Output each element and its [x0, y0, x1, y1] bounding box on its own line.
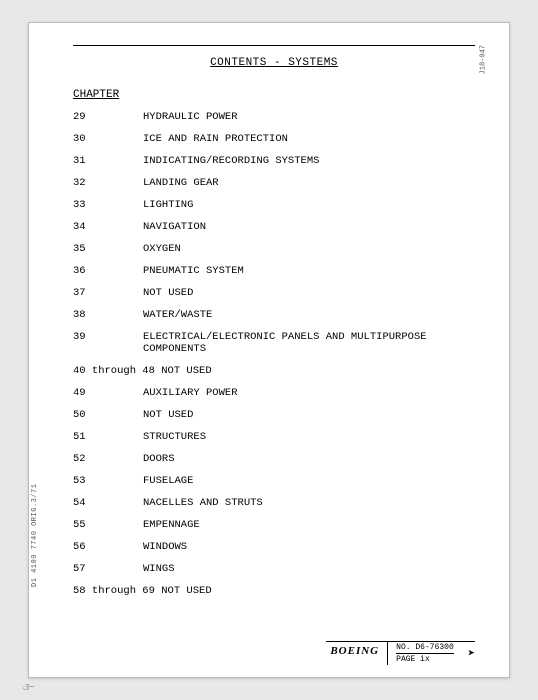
chapter-number: 39: [73, 331, 143, 343]
toc-row: 51STRUCTURES: [73, 431, 475, 443]
chapter-title: INDICATING/RECORDING SYSTEMS: [143, 155, 475, 167]
chapter-number: 29: [73, 111, 143, 123]
side-label-left: D1 4100 7740 ORIG.3/71: [31, 484, 39, 587]
chapter-title: PNEUMATIC SYSTEM: [143, 265, 475, 277]
toc-row: 52DOORS: [73, 453, 475, 465]
toc-row: 29HYDRAULIC POWER: [73, 111, 475, 123]
arrow-icon: ➤: [462, 642, 475, 665]
doc-number-label: NO.: [396, 643, 410, 652]
chapter-title: NAVIGATION: [143, 221, 475, 233]
chapter-title: NOT USED: [143, 409, 475, 421]
chapter-number: 52: [73, 453, 143, 465]
chapter-number: 49: [73, 387, 143, 399]
toc-range: 58 through 69 NOT USED: [73, 585, 475, 597]
chapter-title: AUXILIARY POWER: [143, 387, 475, 399]
chapter-heading: CHAPTER: [73, 89, 475, 101]
chapter-title: WINGS: [143, 563, 475, 575]
chapter-number: 33: [73, 199, 143, 211]
toc-row: 32LANDING GEAR: [73, 177, 475, 189]
chapter-title: EMPENNAGE: [143, 519, 475, 531]
toc-row: 55EMPENNAGE: [73, 519, 475, 531]
chapter-title: FUSELAGE: [143, 475, 475, 487]
chapter-title: LIGHTING: [143, 199, 475, 211]
chapter-title: OXYGEN: [143, 243, 475, 255]
toc-range: 40 through 48 NOT USED: [73, 365, 475, 377]
brand-logo: BOEING: [326, 642, 388, 665]
chapter-title: ICE AND RAIN PROTECTION: [143, 133, 475, 145]
chapter-title: DOORS: [143, 453, 475, 465]
page-label: PAGE: [396, 655, 415, 664]
chapter-number: 55: [73, 519, 143, 531]
chapter-title: NOT USED: [143, 287, 475, 299]
chapter-number: 54: [73, 497, 143, 509]
chapter-title: LANDING GEAR: [143, 177, 475, 189]
chapter-number: 31: [73, 155, 143, 167]
doc-number: NO. D6-76300: [396, 642, 454, 654]
toc-row: 39ELECTRICAL/ELECTRONIC PANELS AND MULTI…: [73, 331, 475, 355]
chapter-number: 53: [73, 475, 143, 487]
page-number: PAGE ix: [396, 654, 454, 665]
document-page: J18-047 D1 4100 7740 ORIG.3/71 CONTENTS …: [28, 22, 510, 678]
chapter-number: 57: [73, 563, 143, 575]
footer-meta: NO. D6-76300 PAGE ix: [388, 642, 462, 665]
table-of-contents: 29HYDRAULIC POWER30ICE AND RAIN PROTECTI…: [73, 111, 475, 597]
toc-row: 56WINDOWS: [73, 541, 475, 553]
chapter-number: 32: [73, 177, 143, 189]
toc-row: 35OXYGEN: [73, 243, 475, 255]
toc-row: 33LIGHTING: [73, 199, 475, 211]
footer-block: BOEING NO. D6-76300 PAGE ix ➤: [326, 641, 475, 665]
toc-row: 36PNEUMATIC SYSTEM: [73, 265, 475, 277]
toc-row: 30ICE AND RAIN PROTECTION: [73, 133, 475, 145]
toc-row: 34NAVIGATION: [73, 221, 475, 233]
chapter-number: 30: [73, 133, 143, 145]
page-value: ix: [420, 655, 430, 664]
chapter-title: STRUCTURES: [143, 431, 475, 443]
chapter-number: 35: [73, 243, 143, 255]
toc-row: 50NOT USED: [73, 409, 475, 421]
page-title: CONTENTS - SYSTEMS: [73, 57, 475, 69]
chapter-number: 50: [73, 409, 143, 421]
toc-row: 53FUSELAGE: [73, 475, 475, 487]
toc-row: 49AUXILIARY POWER: [73, 387, 475, 399]
toc-row: 31INDICATING/RECORDING SYSTEMS: [73, 155, 475, 167]
chapter-number: 56: [73, 541, 143, 553]
handwritten-mark: ૩~: [22, 682, 35, 694]
chapter-number: 34: [73, 221, 143, 233]
chapter-number: 36: [73, 265, 143, 277]
toc-row: 57WINGS: [73, 563, 475, 575]
toc-row: 38WATER/WASTE: [73, 309, 475, 321]
chapter-title: ELECTRICAL/ELECTRONIC PANELS AND MULTIPU…: [143, 331, 475, 355]
chapter-title: HYDRAULIC POWER: [143, 111, 475, 123]
toc-row: 54NACELLES AND STRUTS: [73, 497, 475, 509]
side-label-right: J18-047: [479, 45, 487, 74]
doc-number-value: D6-76300: [415, 643, 453, 652]
chapter-title: NACELLES AND STRUTS: [143, 497, 475, 509]
chapter-number: 37: [73, 287, 143, 299]
chapter-number: 51: [73, 431, 143, 443]
chapter-number: 38: [73, 309, 143, 321]
toc-row: 37NOT USED: [73, 287, 475, 299]
chapter-title: WATER/WASTE: [143, 309, 475, 321]
chapter-title: WINDOWS: [143, 541, 475, 553]
